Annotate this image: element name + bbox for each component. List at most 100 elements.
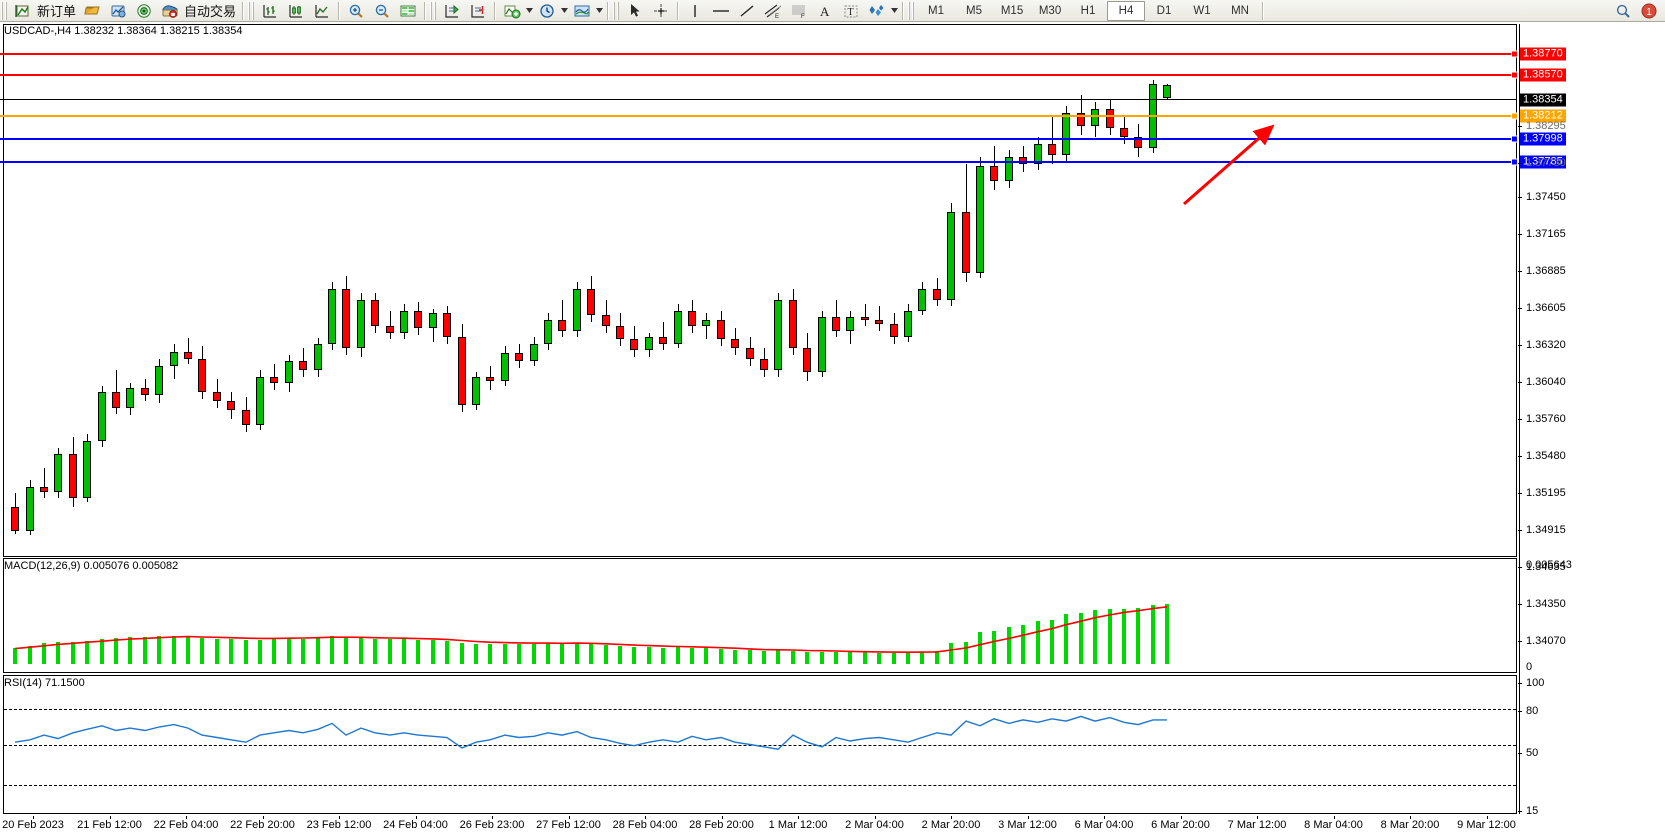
periods-icon[interactable]	[534, 1, 560, 21]
time-axis-label: 2 Mar 20:00	[921, 819, 981, 831]
candle-body	[644, 337, 654, 351]
candle-body	[1018, 156, 1028, 164]
level-line-handle[interactable]	[1511, 135, 1518, 143]
periods-dropdown-icon[interactable]	[560, 1, 569, 21]
level-line-handle[interactable]	[1511, 71, 1518, 79]
timeframe-w1[interactable]: W1	[1193, 4, 1211, 17]
toolbar-grip-2[interactable]	[248, 1, 256, 20]
chart-area[interactable]: USDCAD-,H4 1.38232 1.38364 1.38215 1.383…	[0, 22, 1665, 838]
candle-body	[788, 299, 798, 349]
shapes-icon[interactable]	[864, 1, 890, 21]
level-line-resistance-upper[interactable]	[0, 53, 1517, 55]
toolbar-grip-3[interactable]	[430, 1, 438, 20]
price-tick	[1518, 126, 1522, 127]
equidistant-channel-icon[interactable]: E	[760, 1, 786, 21]
navigator-icon[interactable]	[157, 1, 183, 21]
timeframe-m15[interactable]: M15	[1000, 4, 1024, 17]
toolbar-grip-1[interactable]	[1, 1, 8, 20]
candlestick-chart-icon[interactable]	[283, 1, 309, 21]
macd-histogram-bar	[992, 630, 996, 664]
time-axis-tick	[721, 816, 723, 819]
timeframe-h4[interactable]: H4	[1107, 0, 1146, 21]
templates-icon[interactable]	[569, 1, 595, 21]
price-axis[interactable]: 1.38770 1.38570 1.38354 1.38212 1.37998 1.377…	[1518, 22, 1665, 817]
level-line-pending-order[interactable]	[0, 115, 1517, 117]
rsi-axis-label: 15	[1526, 805, 1539, 817]
indicators-icon[interactable]	[499, 1, 525, 21]
macd-histogram-bar	[128, 637, 132, 664]
profiles-icon[interactable]	[105, 1, 131, 21]
toolbar-grip-5[interactable]	[908, 1, 916, 20]
macd-signal-line	[14, 606, 1168, 654]
bar-chart-icon[interactable]	[257, 1, 283, 21]
data-window-icon[interactable]	[395, 1, 421, 21]
candle-body	[543, 319, 553, 344]
level-line-resistance-lower[interactable]	[0, 74, 1517, 76]
auto-trading-label[interactable]: 自动交易	[184, 4, 237, 19]
price-tick-label: 1.34350	[1526, 598, 1566, 610]
level-line-handle[interactable]	[1511, 50, 1518, 58]
candle-body	[1033, 143, 1043, 164]
candle-body	[946, 211, 956, 300]
candle-body	[356, 299, 366, 349]
crosshair-icon[interactable]	[648, 1, 674, 21]
level-line-support-upper[interactable]	[0, 138, 1517, 140]
candle-body	[932, 288, 942, 300]
time-axis-label: 2 Mar 04:00	[845, 819, 904, 831]
horizontal-line-icon[interactable]	[708, 1, 734, 21]
time-axis-label: 6 Mar 20:00	[1151, 819, 1210, 831]
search-icon[interactable]	[1610, 1, 1636, 21]
timeframe-m5[interactable]: M5	[966, 4, 983, 17]
toolbar-grip-4[interactable]	[613, 1, 621, 20]
price-tick-label: 1.36885	[1526, 265, 1566, 277]
new-order-label[interactable]: 新订单	[37, 4, 77, 19]
macd-histogram-bar	[200, 637, 204, 664]
trendline-icon[interactable]	[734, 1, 760, 21]
level-line-support-lower[interactable]	[0, 161, 1517, 163]
text-icon[interactable]: T	[838, 1, 864, 21]
zoom-out-icon[interactable]	[369, 1, 395, 21]
fibonacci-icon[interactable]: F	[786, 1, 812, 21]
time-axis-label: 23 Feb 12:00	[306, 819, 372, 831]
zoom-in-icon[interactable]	[343, 1, 369, 21]
line-chart-icon[interactable]	[309, 1, 335, 21]
text-label-icon[interactable]: A	[812, 1, 838, 21]
vertical-line-icon[interactable]	[682, 1, 708, 21]
candle-body	[860, 317, 870, 320]
folder-icon[interactable]	[79, 1, 105, 21]
shapes-dropdown-icon[interactable]	[890, 1, 899, 21]
macd-histogram-bar	[964, 641, 968, 664]
timeframe-m1[interactable]: M1	[928, 4, 945, 17]
templates-dropdown-icon[interactable]	[595, 1, 604, 21]
macd-pane[interactable]	[3, 558, 1517, 673]
candle-body	[284, 361, 294, 384]
level-line-current-price[interactable]	[0, 99, 1517, 100]
market-watch-icon[interactable]	[131, 1, 157, 21]
macd-histogram-bar	[1050, 620, 1054, 664]
macd-histogram-bar	[517, 644, 521, 664]
timeframe-mn[interactable]: MN	[1231, 4, 1249, 17]
cursor-icon[interactable]	[622, 1, 648, 21]
level-line-handle[interactable]	[1511, 158, 1518, 166]
time-axis[interactable]: 20 Feb 2023 21 Feb 12:00 22 Feb 04:00 22 Fe…	[2, 816, 1517, 838]
macd-axis-label: 0	[1526, 661, 1533, 673]
auto-scroll-icon[interactable]	[439, 1, 465, 21]
new-order-icon[interactable]	[10, 1, 36, 21]
candle-body	[442, 313, 452, 338]
macd-histogram-bar	[100, 639, 104, 664]
candle-body	[97, 392, 107, 441]
indicators-dropdown-icon[interactable]	[525, 1, 534, 21]
timeframe-m30[interactable]: M30	[1038, 4, 1062, 17]
timeframe-d1[interactable]: D1	[1156, 4, 1172, 17]
price-pane[interactable]	[3, 24, 1517, 557]
timeframe-h1[interactable]: H1	[1080, 4, 1096, 17]
notification-badge-icon[interactable]: 1	[1636, 1, 1662, 21]
time-axis-label: 22 Feb 20:00	[230, 819, 295, 831]
candle-body	[817, 317, 827, 373]
time-axis-label: 8 Mar 20:00	[1380, 819, 1440, 831]
level-line-handle[interactable]	[1511, 112, 1518, 120]
chart-shift-icon[interactable]	[465, 1, 491, 21]
candle-body	[428, 313, 438, 329]
candle-body	[889, 324, 899, 338]
